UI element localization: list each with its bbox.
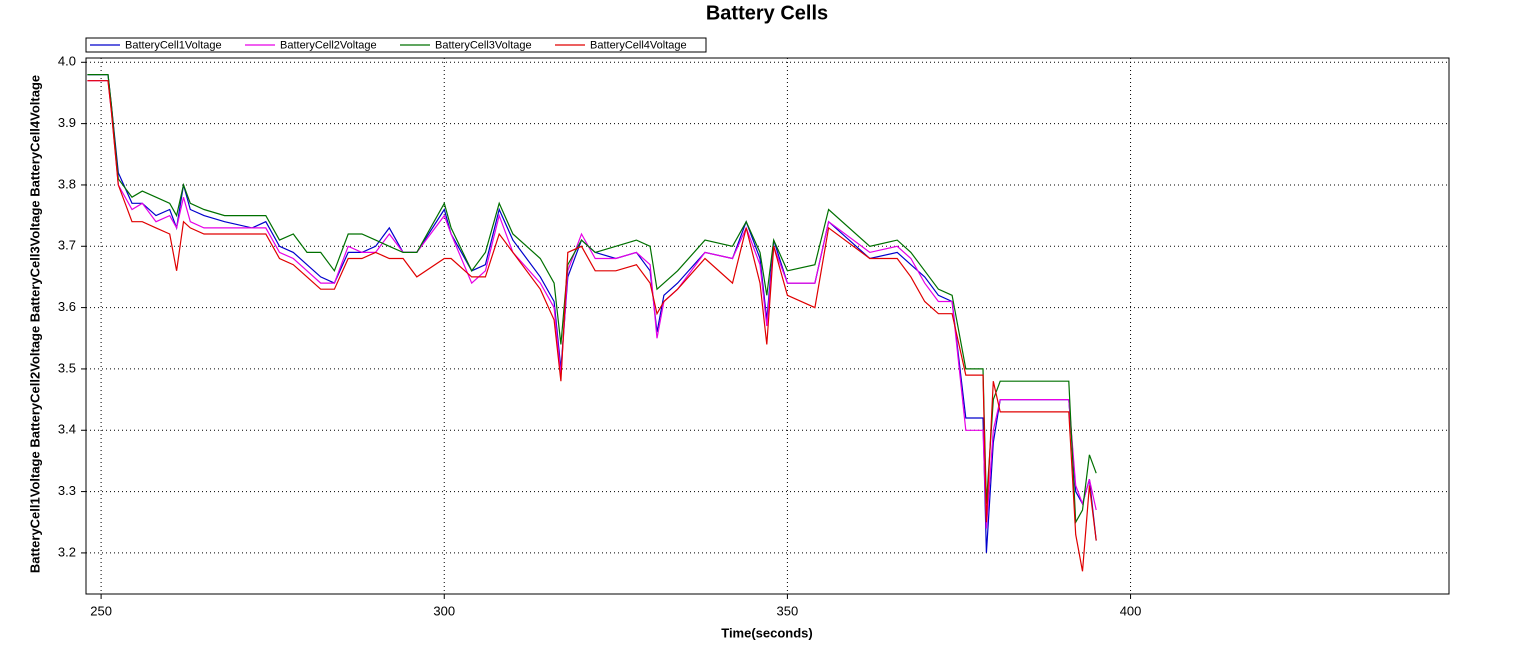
series-line bbox=[87, 74, 1097, 525]
legend-label: BatteryCell3Voltage bbox=[435, 39, 532, 51]
y-tick-label: 4.0 bbox=[58, 54, 76, 69]
legend-box bbox=[85, 37, 707, 53]
y-axis-label: BatteryCell1Voltage BatteryCell2Voltage … bbox=[27, 75, 42, 573]
y-tick-label: 3.8 bbox=[58, 176, 76, 191]
legend-label: BatteryCell4Voltage bbox=[590, 39, 687, 51]
x-axis-label: Time(seconds) bbox=[721, 625, 813, 640]
series-line bbox=[87, 80, 1097, 572]
x-tick-label: 400 bbox=[1120, 603, 1142, 618]
y-tick-label: 3.7 bbox=[58, 238, 76, 253]
x-tick-label: 350 bbox=[777, 603, 799, 618]
plot-frame bbox=[85, 57, 1450, 595]
y-tick-label: 3.3 bbox=[58, 483, 76, 498]
x-tick-label: 250 bbox=[90, 603, 112, 618]
series-line bbox=[87, 80, 1097, 529]
x-tick-label: 300 bbox=[433, 603, 455, 618]
chart-title: Battery Cells bbox=[706, 2, 828, 24]
y-tick-label: 3.2 bbox=[58, 544, 76, 559]
y-tick-label: 3.6 bbox=[58, 299, 76, 314]
legend-label: BatteryCell1Voltage bbox=[125, 39, 222, 51]
y-tick-label: 3.4 bbox=[58, 422, 76, 437]
y-tick-label: 3.9 bbox=[58, 115, 76, 130]
legend-label: BatteryCell2Voltage bbox=[280, 39, 377, 51]
y-tick-label: 3.5 bbox=[58, 360, 76, 375]
